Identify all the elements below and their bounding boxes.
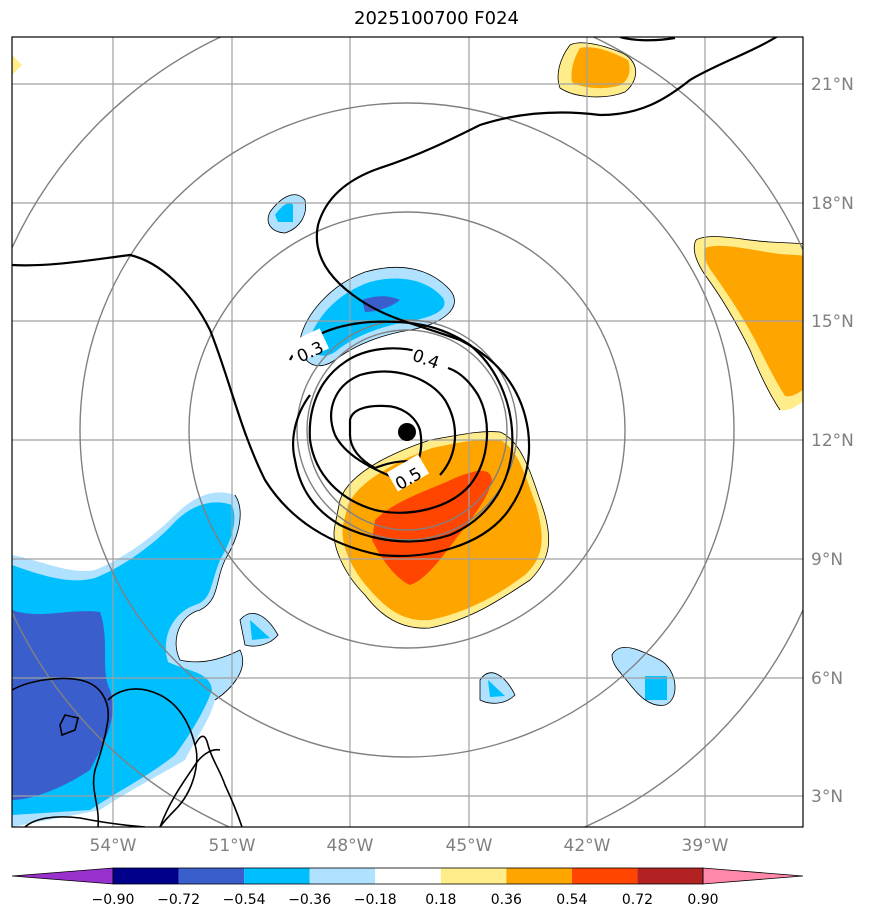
colorbar-segment: [178, 868, 245, 884]
lon-tick: 48°W: [327, 836, 374, 856]
colorbar-frame: [112, 867, 704, 885]
colorbar-extend-high: [702, 867, 804, 885]
colorbar-segment: [440, 868, 507, 884]
colorbar-extend-low: [11, 867, 114, 885]
colorbar-tick-label: 0.36: [491, 892, 522, 908]
colorbar-tick-label: −0.90: [92, 892, 135, 908]
lat-tick: 18°N: [811, 194, 854, 214]
latitude-labels: 3°N 6°N 9°N 12°N 15°N 18°N 21°N: [811, 75, 854, 807]
colorbar-tick-label: 0.18: [425, 892, 456, 908]
range-rings: [12, 37, 803, 827]
colorbar-segment: [113, 868, 179, 884]
storm-center-marker: [398, 423, 416, 441]
colorbar-tick-label: 0.90: [687, 892, 718, 908]
contour-lines: [12, 37, 779, 557]
lon-tick: 45°W: [446, 836, 493, 856]
colorbar-tick-label: −0.72: [157, 892, 200, 908]
map-frame: [11, 36, 804, 828]
lat-tick: 21°N: [811, 75, 854, 95]
colorbar-segment: [309, 868, 376, 884]
colorbar: −0.90 −0.72 −0.54 −0.36 −0.18 0.18 0.36 0.54 0.7…: [11, 867, 804, 908]
colorbar-segment: [375, 868, 441, 884]
colorbar-tick-label: −0.36: [288, 892, 331, 908]
colorbar-segment: [244, 868, 310, 884]
lat-tick: 3°N: [811, 787, 843, 807]
map-content: 0.3 0.4 0.5: [12, 37, 803, 827]
lat-tick: 12°N: [811, 431, 854, 451]
lon-tick: 42°W: [564, 836, 611, 856]
lat-tick: 15°N: [811, 312, 854, 332]
chart-title: 2025100700 F024: [354, 8, 519, 29]
colorbar-tick-label: −0.54: [223, 892, 266, 908]
positive-anomaly-fill: [12, 42, 803, 629]
colorbar-tick-label: −0.18: [354, 892, 397, 908]
lon-tick: 54°W: [90, 836, 137, 856]
lon-tick: 51°W: [209, 836, 256, 856]
lat-tick: 6°N: [811, 669, 843, 689]
colorbar-segment: [506, 868, 572, 884]
colorbar-segment: [571, 868, 638, 884]
coastline: [12, 677, 243, 827]
lon-tick: 39°W: [682, 836, 729, 856]
lat-tick: 9°N: [811, 550, 843, 570]
negative-anomaly-fill: [12, 194, 676, 827]
graticule: [12, 37, 803, 827]
longitude-labels: 54°W 51°W 48°W 45°W 42°W 39°W: [90, 836, 729, 856]
contour-labels: 0.3 0.4 0.5: [287, 328, 451, 495]
colorbar-tick-label: 0.72: [622, 892, 653, 908]
colorbar-tick-label: 0.54: [556, 892, 587, 908]
colorbar-segment: [637, 868, 703, 884]
